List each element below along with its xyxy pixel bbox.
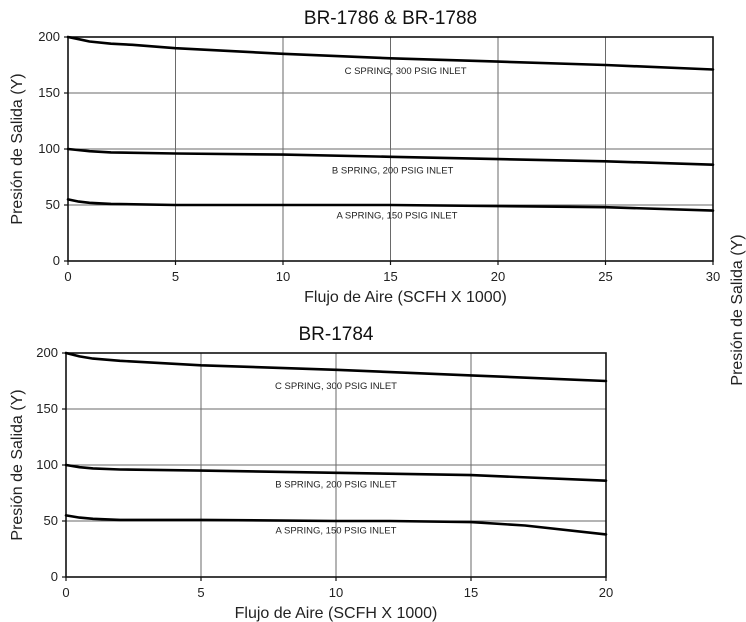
series-annotation: B SPRING, 200 PSIG INLET — [332, 166, 454, 177]
x-tick-label: 15 — [464, 585, 478, 600]
y-tick-label: 100 — [36, 457, 58, 472]
x-tick-label: 25 — [598, 269, 612, 284]
series-annotation: B SPRING, 200 PSIG INLET — [275, 479, 397, 490]
series-line — [66, 147, 715, 166]
y-tick-label: 50 — [46, 197, 60, 212]
y-tick-label: 0 — [53, 253, 60, 268]
y-tick-label: 0 — [51, 569, 58, 584]
series-line — [64, 351, 608, 383]
y-tick-label: 50 — [44, 513, 58, 528]
x-tick-label: 10 — [276, 269, 290, 284]
series-annotation: A SPRING, 150 PSIG INLET — [336, 210, 457, 221]
series-line — [64, 514, 608, 536]
x-tick-label: 10 — [329, 585, 343, 600]
x-tick-label: 0 — [62, 585, 69, 600]
side-y-axis-label: Presión de Salida (Y) — [729, 234, 746, 385]
chart-top: 0 5 10 15 20 25 30 0 50 100 150 200 C SPRING, 300 PS… — [9, 8, 720, 306]
chart-title: BR-1784 — [299, 324, 374, 345]
y-axis-label: Presión de Salida (Y) — [9, 73, 26, 224]
y-tick-label: 150 — [36, 401, 58, 416]
chart-title: BR-1786 & BR-1788 — [304, 8, 477, 29]
x-tick-label: 15 — [383, 269, 397, 284]
series-annotation: C SPRING, 300 PSIG INLET — [275, 381, 397, 392]
x-tick-label: 30 — [706, 269, 720, 284]
y-tick-label: 150 — [38, 85, 60, 100]
series-annotation: A SPRING, 150 PSIG INLET — [276, 525, 397, 536]
series-annotation: C SPRING, 300 PSIG INLET — [345, 66, 467, 77]
y-tick-label: 100 — [38, 141, 60, 156]
x-tick-label: 20 — [599, 585, 613, 600]
y-axis-label: Presión de Salida (Y) — [9, 389, 26, 540]
series-line — [66, 198, 715, 212]
x-tick-label: 20 — [491, 269, 505, 284]
y-tick-label: 200 — [36, 345, 58, 360]
series-line — [66, 35, 715, 71]
x-tick-label: 0 — [64, 269, 71, 284]
x-axis-label: Flujo de Aire (SCFH X 1000) — [235, 605, 438, 622]
x-tick-label: 5 — [172, 269, 179, 284]
x-tick-label: 5 — [197, 585, 204, 600]
x-axis-label: Flujo de Aire (SCFH X 1000) — [304, 289, 507, 306]
series-line — [64, 463, 608, 482]
y-tick-label: 200 — [38, 29, 60, 44]
